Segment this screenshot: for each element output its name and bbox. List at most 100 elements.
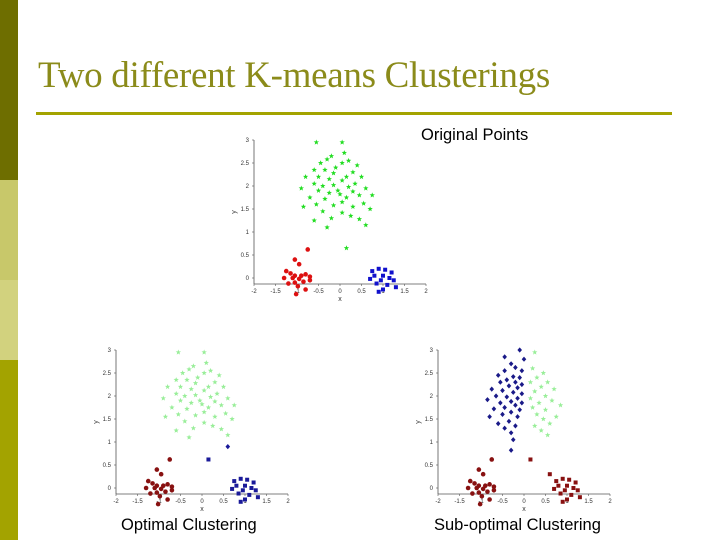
data-point <box>307 274 313 279</box>
data-point <box>313 139 320 145</box>
data-point <box>182 418 188 424</box>
data-point <box>553 413 559 419</box>
data-point <box>190 363 197 369</box>
data-point <box>240 488 245 493</box>
data-point <box>307 278 313 283</box>
data-point <box>205 384 212 390</box>
data-point <box>532 349 538 355</box>
data-point <box>214 390 220 396</box>
data-point <box>477 501 483 507</box>
data-point <box>339 199 345 205</box>
y-tick-label: 0.5 <box>241 253 250 259</box>
data-point <box>552 486 557 491</box>
data-point <box>317 160 324 166</box>
data-point <box>519 381 525 388</box>
data-point <box>184 406 190 412</box>
data-point <box>216 372 222 378</box>
data-point <box>322 196 328 202</box>
data-point <box>369 192 375 198</box>
data-point <box>292 257 298 262</box>
data-point <box>192 412 199 418</box>
data-point <box>328 215 335 221</box>
data-point <box>345 157 352 163</box>
data-point <box>207 367 214 373</box>
slide-sidebar <box>0 0 18 540</box>
data-point <box>229 416 235 422</box>
data-point <box>322 167 328 173</box>
data-point <box>370 269 375 274</box>
x-tick-label: -2 <box>113 499 119 505</box>
data-point <box>295 283 301 289</box>
data-point <box>544 432 551 438</box>
data-point <box>296 276 302 282</box>
data-point <box>293 291 299 297</box>
data-point <box>201 387 207 393</box>
data-point <box>470 491 475 496</box>
data-point <box>188 386 194 392</box>
data-point <box>330 202 337 208</box>
data-point <box>343 194 350 200</box>
data-point <box>154 467 160 472</box>
data-point <box>201 409 207 415</box>
x-tick-label: 0 <box>522 499 526 505</box>
data-point <box>565 483 569 488</box>
data-point <box>324 156 330 162</box>
data-point <box>165 482 170 487</box>
data-point <box>534 411 540 417</box>
data-point <box>532 423 538 429</box>
data-point <box>175 411 182 417</box>
data-point <box>231 402 237 408</box>
data-point <box>186 434 192 440</box>
data-point <box>500 411 505 417</box>
data-point <box>225 432 231 438</box>
data-point <box>212 398 218 404</box>
data-point <box>281 275 287 281</box>
y-tick-label: 0 <box>430 486 434 492</box>
data-point <box>367 206 373 212</box>
data-point <box>521 356 527 362</box>
data-point <box>157 493 163 499</box>
data-point <box>465 485 471 491</box>
data-point <box>540 416 547 422</box>
data-point <box>232 479 237 484</box>
data-point <box>315 187 322 193</box>
data-point <box>199 401 205 407</box>
data-point <box>547 420 553 426</box>
x-tick-label: 0.5 <box>219 499 228 505</box>
data-point <box>350 169 356 175</box>
data-point <box>182 393 188 399</box>
data-point <box>476 490 482 495</box>
data-point <box>573 480 578 485</box>
data-point <box>538 384 544 390</box>
data-point <box>212 413 218 419</box>
caption-original: Original Points <box>421 126 529 144</box>
sidebar-block <box>0 180 18 280</box>
data-point <box>385 282 390 287</box>
data-point <box>225 444 231 450</box>
x-axis-label: x <box>338 296 342 303</box>
data-point <box>201 349 207 355</box>
data-point <box>542 407 549 413</box>
data-point <box>467 478 473 484</box>
data-point <box>504 394 510 400</box>
sidebar-block <box>0 360 18 540</box>
y-tick-label: 0.5 <box>425 463 434 469</box>
data-point <box>551 386 557 392</box>
data-point <box>506 418 512 424</box>
y-tick-label: 1 <box>246 230 250 236</box>
data-point <box>495 421 501 427</box>
data-point <box>513 402 518 408</box>
data-point <box>152 485 157 491</box>
data-point <box>381 287 385 292</box>
data-point <box>339 160 345 166</box>
data-point <box>253 488 258 493</box>
data-point <box>502 354 507 360</box>
y-tick-label: 3 <box>108 348 112 354</box>
data-point <box>148 491 153 496</box>
data-point <box>372 273 377 278</box>
data-point <box>569 492 574 497</box>
x-tick-label: 1.5 <box>400 289 409 295</box>
data-point <box>348 213 354 219</box>
data-point <box>363 185 369 191</box>
x-tick-label: 0 <box>200 499 204 505</box>
